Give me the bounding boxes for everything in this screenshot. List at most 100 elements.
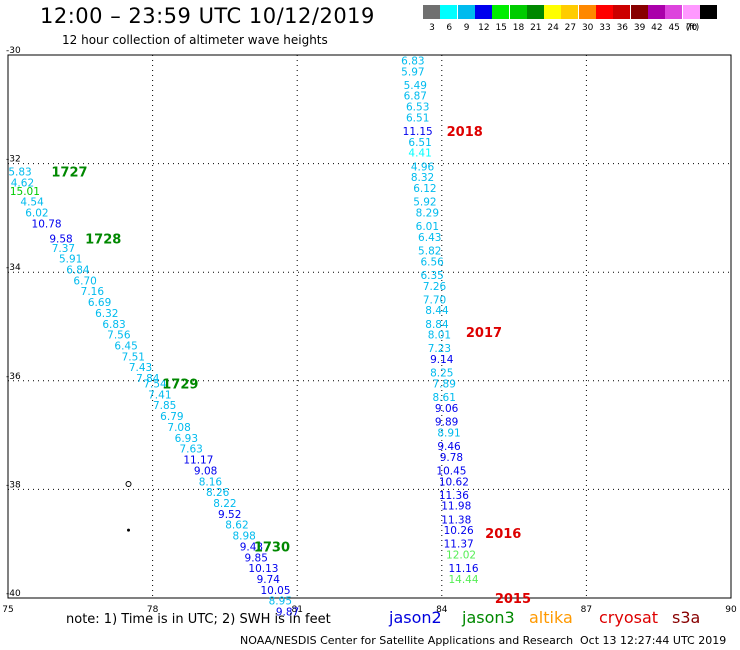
legend-label: 21	[530, 23, 542, 33]
wave-height-value: 6.83	[401, 55, 424, 67]
wave-height-value: 15.01	[10, 186, 40, 198]
legend-swatch	[526, 5, 544, 19]
pass-time-label: 1727	[51, 166, 87, 181]
wave-height-value: 6.01	[416, 221, 439, 233]
wave-height-value: 9.89	[435, 417, 458, 429]
wave-height-value: 6.84	[66, 264, 90, 276]
dot-marker	[127, 528, 130, 532]
wave-height-value: 9.85	[245, 552, 268, 564]
wave-height-value: 6.87	[404, 91, 427, 103]
legend-label: 3	[429, 23, 435, 33]
latitude-tick-label: -36	[6, 372, 21, 382]
wave-height-value: 8.22	[213, 498, 236, 510]
legend-label: 6	[446, 23, 453, 33]
wave-height-value: 6.83	[102, 319, 125, 331]
wave-height-value: 5.91	[59, 254, 82, 266]
wave-height-value: 9.74	[257, 574, 281, 586]
wave-height-value: 14.44	[448, 574, 478, 586]
map-title: 12:00 – 23:59 UTC 10/12/2019	[40, 4, 375, 28]
wave-height-value: 10.05	[260, 585, 290, 597]
wave-height-value: 6.45	[114, 341, 137, 353]
wave-height-value: 6.43	[418, 232, 441, 244]
wave-height-value: 11.16	[448, 563, 478, 575]
wave-height-value: 6.93	[175, 433, 198, 445]
map-subtitle: 12 hour collection of altimeter wave hei…	[62, 33, 328, 47]
wave-height-value: 8.95	[269, 596, 292, 608]
wave-height-value: 5.82	[418, 245, 441, 257]
wave-height-value: 7.56	[107, 330, 131, 342]
wave-height-value: 6.69	[88, 297, 111, 309]
legend-swatch	[596, 5, 613, 19]
legend-label: 24	[547, 23, 559, 33]
wave-height-value: 9.43	[240, 541, 263, 553]
wave-height-value: 8.44	[425, 305, 449, 317]
wave-height-value: 6.32	[95, 308, 118, 320]
wave-height-value: 9.58	[49, 234, 72, 246]
legend-label: 36	[616, 23, 629, 33]
legend-swatch	[578, 5, 596, 19]
wave-height-value: 9.87	[276, 607, 299, 619]
wave-height-value: 7.08	[167, 422, 190, 434]
wave-height-value: 4.96	[411, 161, 435, 173]
legend-swatch	[561, 5, 579, 19]
footer-note: note: 1) Time is in UTC; 2) SWH is in fe…	[66, 612, 331, 627]
wave-height-value: 7.23	[428, 343, 451, 355]
legend-swatch	[440, 5, 458, 19]
wave-height-value: 8.25	[430, 368, 453, 380]
longitude-tick-label: 81	[291, 605, 302, 615]
legend-label: 30	[581, 23, 594, 33]
wave-height-value: 6.70	[73, 275, 96, 287]
wave-height-value: 6.51	[406, 112, 429, 124]
credit-line: NOAA/NESDIS Center for Satellite Applica…	[240, 634, 574, 647]
wave-height-value: 6.79	[160, 411, 183, 423]
wave-height-value: 8.61	[433, 392, 456, 404]
legend-swatch	[544, 5, 562, 19]
wave-height-value: 7.85	[153, 400, 176, 412]
wave-height-value: 9.08	[194, 465, 217, 477]
wave-height-value: 11.17	[183, 455, 213, 467]
legend-swatch	[665, 5, 683, 19]
wave-height-value: 7.70	[423, 294, 446, 306]
wave-height-value: 10.78	[32, 218, 62, 230]
pass-time-label: 1729	[162, 378, 198, 393]
wave-height-value: 7.84	[136, 373, 160, 385]
legend-label: 45	[668, 23, 680, 33]
wave-height-value: 9.52	[218, 509, 241, 521]
longitude-tick-label: 90	[725, 605, 737, 615]
latitude-tick-label: -38	[6, 480, 21, 490]
legend-swatch	[682, 5, 700, 19]
legend-swatch	[492, 5, 510, 19]
wave-height-value: 11.38	[441, 514, 471, 526]
wave-height-value: 5.97	[401, 66, 424, 78]
wave-height-value: 6.35	[420, 270, 443, 282]
wave-height-value: 5.83	[8, 167, 31, 179]
longitude-tick-label: 84	[436, 605, 448, 615]
latitude-tick-label: -30	[6, 46, 21, 56]
wave-height-value: 6.02	[25, 207, 48, 219]
latitude-tick-label: -32	[6, 155, 21, 165]
legend-swatch	[457, 5, 475, 19]
wave-height-value: 7.16	[81, 286, 105, 298]
wave-height-value: 8.98	[232, 531, 255, 543]
pass-time-label: 2016	[485, 527, 521, 542]
legend-label: 39	[633, 23, 646, 33]
pass-time-label: 2015	[495, 592, 531, 607]
legend-label: 27	[564, 23, 577, 33]
wave-height-value: 8.01	[428, 330, 451, 342]
satellite-name-altika: altika	[529, 608, 573, 627]
wave-height-value: 10.26	[444, 525, 474, 537]
wave-height-value: 7.41	[148, 389, 171, 401]
legend-swatch	[474, 5, 492, 19]
pass-time-label: 1728	[85, 233, 121, 248]
wave-height-value: 5.92	[413, 197, 436, 209]
legend-label: 33	[599, 23, 611, 33]
legend-label: 9	[463, 23, 470, 33]
pass-time-label: 1730	[254, 540, 290, 555]
pass-time-label: 2017	[466, 326, 502, 341]
satellite-name-jason2: jason2	[389, 608, 442, 627]
latitude-tick-label: -40	[6, 589, 21, 599]
wave-height-value: 9.46	[437, 441, 461, 453]
wave-height-value: 11.36	[439, 490, 469, 502]
satellite-name-s3a: s3a	[672, 608, 701, 627]
